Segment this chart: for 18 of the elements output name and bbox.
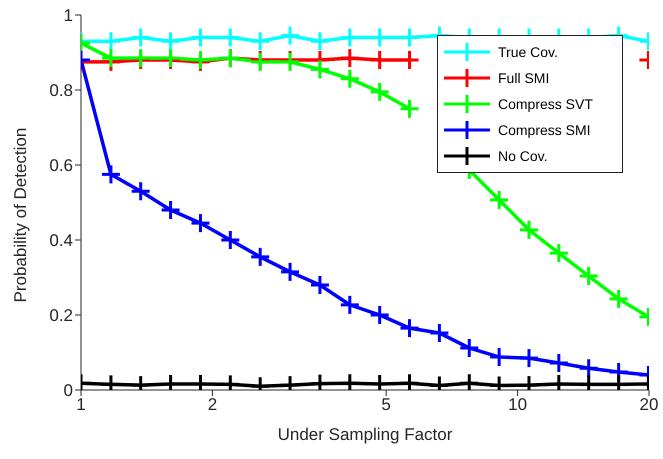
- legend-label: Compress SMI: [498, 122, 591, 138]
- legend-label: No Cov.: [498, 148, 548, 164]
- y-tick-label: 0.4: [49, 231, 73, 250]
- y-tick-label: 0: [64, 381, 73, 400]
- legend-label: Full SMI: [498, 70, 550, 86]
- x-tick-label: 20: [640, 395, 658, 414]
- y-tick-label: 0.8: [49, 81, 73, 100]
- legend-label: Compress SVT: [498, 96, 593, 112]
- y-tick-label: 1: [64, 6, 73, 26]
- x-tick-label: 10: [508, 395, 528, 414]
- x-axis-title: Under Sampling Factor: [278, 425, 453, 444]
- legend-label: True Cov.: [498, 44, 558, 60]
- x-tick-label: 5: [381, 395, 391, 414]
- y-axis-title: Probability of Detection: [11, 128, 30, 302]
- y-tick-label: 0.2: [49, 306, 73, 326]
- x-tick-label: 2: [208, 395, 218, 414]
- y-tick-label: 0.6: [49, 156, 73, 176]
- x-tick-label: 1: [76, 395, 86, 414]
